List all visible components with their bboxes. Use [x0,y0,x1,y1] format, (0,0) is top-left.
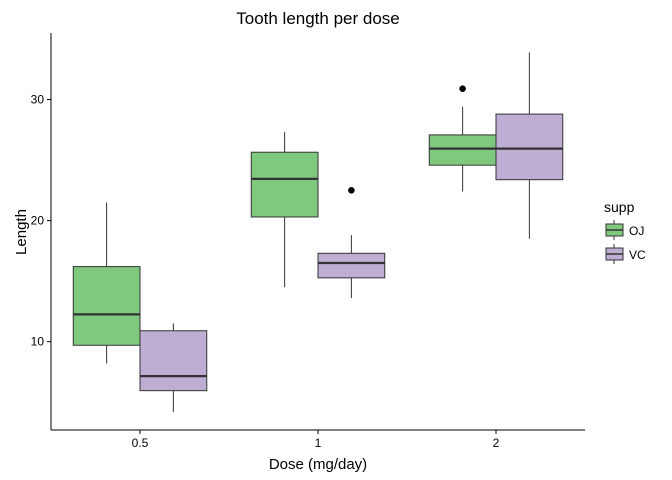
legend-label: OJ [629,224,644,238]
iqr-box [317,252,386,279]
box-vc-2 [495,52,564,239]
y-tick-label: 20 [31,214,45,228]
y-tick-label: 10 [31,335,45,349]
legend-items: OJ VC [605,220,646,264]
iqr-box [139,330,208,392]
y-tick-label: 30 [31,93,45,107]
chart-title: Tooth length per dose [236,9,400,28]
iqr-box [72,266,141,346]
x-tick-label: 0.5 [132,436,149,450]
box-oj-0.5 [72,202,141,364]
legend-item-vc: VC [605,244,646,264]
outlier-point [459,85,466,92]
iqr-box [495,113,564,181]
box-oj-1 [250,132,319,288]
axis-ticks: 10 20 30 0.5 1 2 [31,93,500,450]
box-oj-2 [428,85,497,192]
y-axis-title: Length [13,209,30,255]
legend: supp OJ VC [604,199,646,264]
legend-item-oj: OJ [605,220,644,240]
x-tick-label: 1 [315,436,322,450]
outlier-point [348,187,355,194]
box-vc-1 [317,187,386,299]
box-vc-0.5 [139,323,208,412]
iqr-box [250,151,319,218]
x-tick-label: 2 [493,436,500,450]
plot-area [72,52,564,412]
legend-title: supp [604,199,635,215]
legend-label: VC [629,248,646,262]
iqr-box [428,134,497,166]
x-axis-title: Dose (mg/day) [269,456,367,473]
